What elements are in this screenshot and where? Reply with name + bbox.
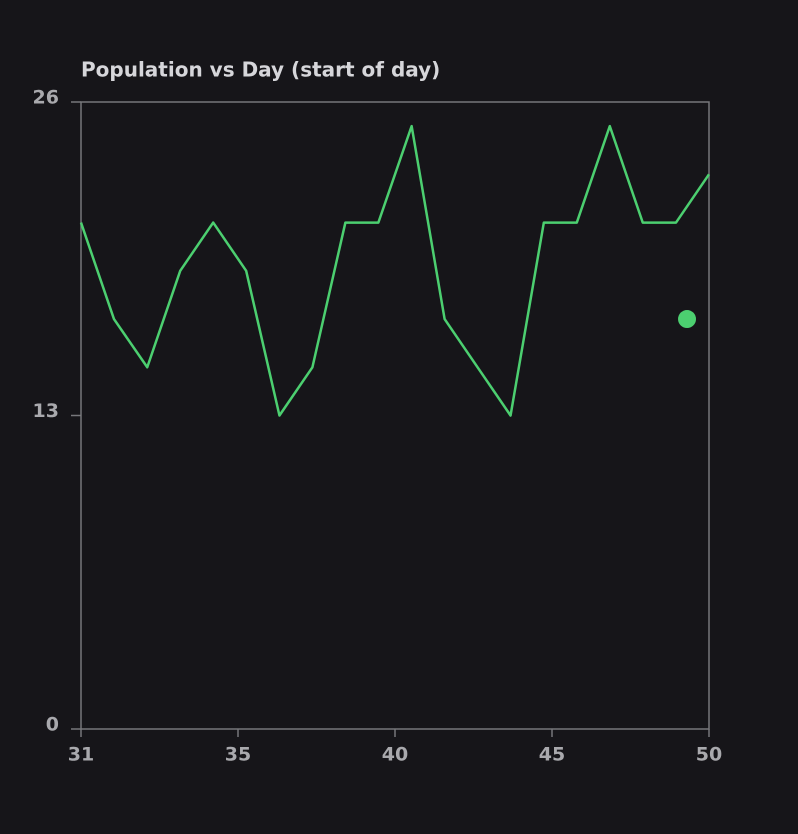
x-tick-label: 50 (696, 744, 722, 766)
plot-frame (80, 101, 710, 730)
y-tick-label: 26 (33, 87, 59, 109)
y-tick-label: 13 (33, 400, 59, 422)
y-tick-label: 0 (46, 714, 59, 736)
x-tick-label: 45 (539, 744, 565, 766)
data-line (79, 124, 711, 417)
x-tick-label: 31 (68, 744, 94, 766)
chart-title: Population vs Day (start of day) (81, 58, 440, 82)
x-tick-label: 40 (382, 744, 408, 766)
x-tick-label: 35 (225, 744, 251, 766)
highlight-point (678, 310, 697, 329)
